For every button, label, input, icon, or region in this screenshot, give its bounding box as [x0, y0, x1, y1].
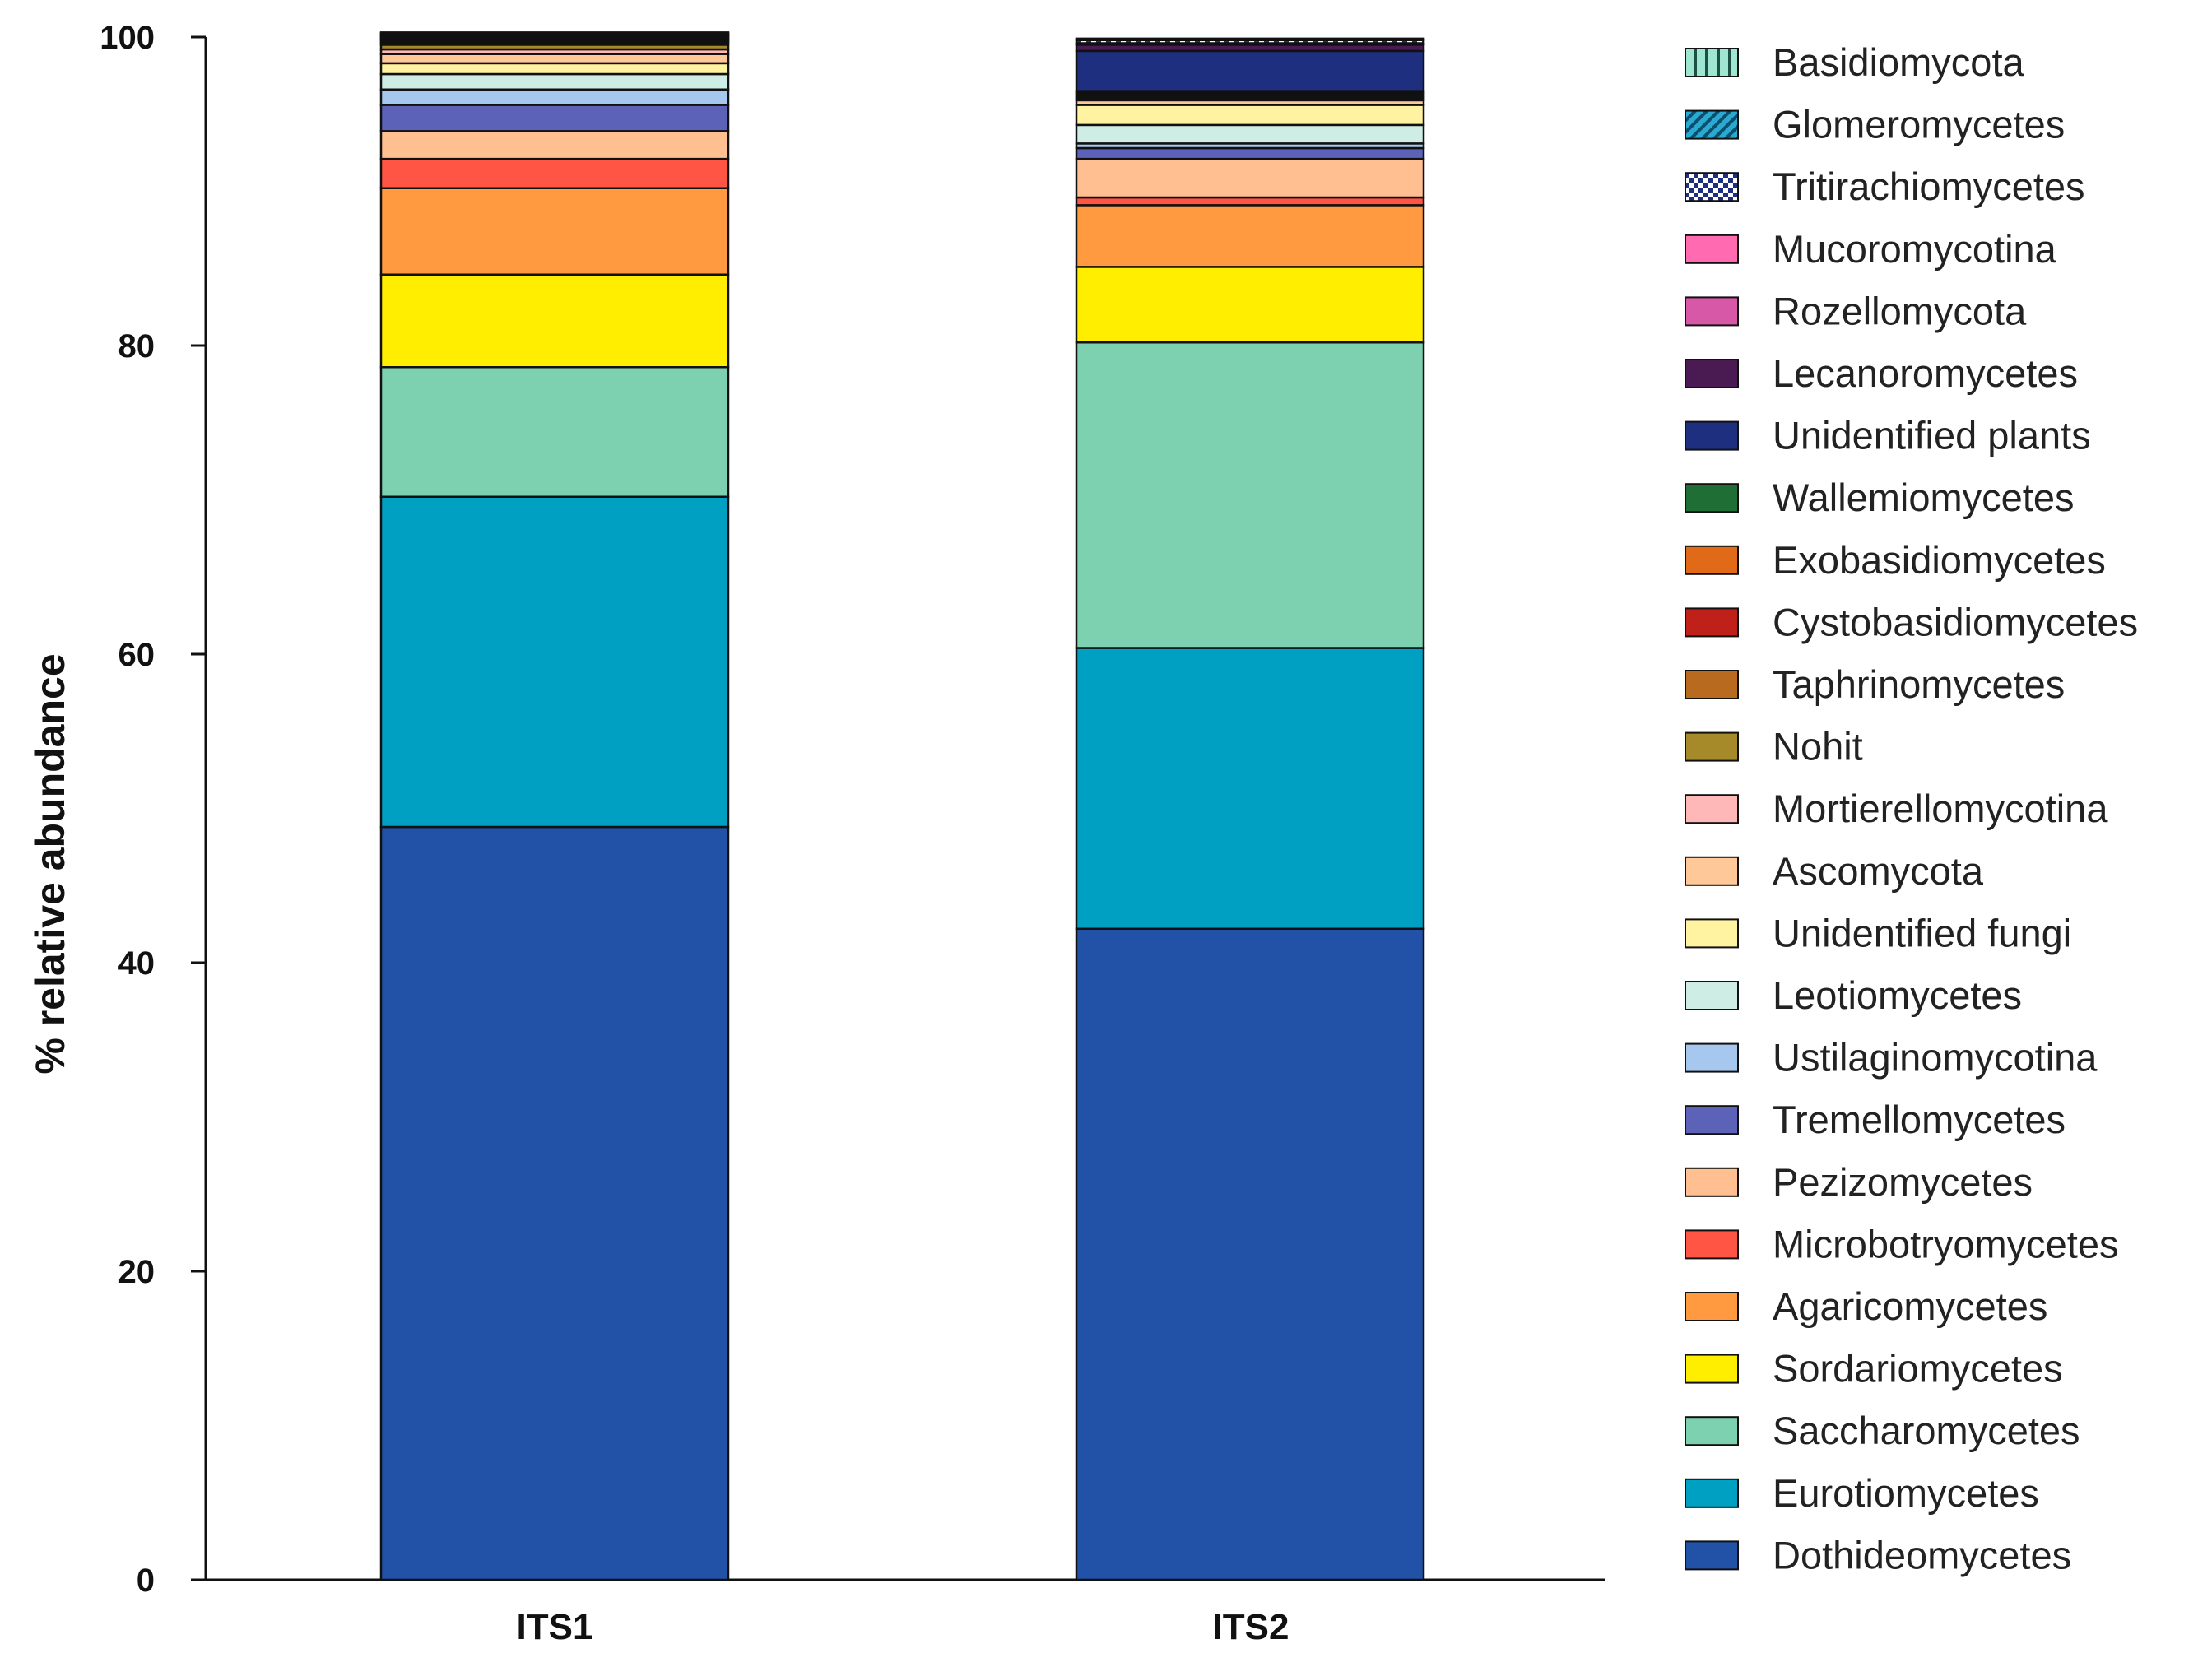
bar-segment-its1-pezizomycetes — [379, 130, 730, 160]
legend-label-exobasidiomycetes: Exobasidiomycetes — [1773, 538, 2106, 582]
legend-label-pezizomycetes: Pezizomycetes — [1773, 1160, 2033, 1204]
bar-segment-its1-agaricomycetes — [379, 187, 730, 276]
legend-label-leotiomycetes: Leotiomycetes — [1773, 973, 2022, 1017]
legend-label-agaricomycetes: Agaricomycetes — [1773, 1284, 2047, 1328]
bar-segment-its2-pezizomycetes — [1075, 157, 1425, 199]
legend-swatch-tritirachiomycetes — [1685, 172, 1739, 202]
bar-segment-its2-agaricomycetes — [1075, 204, 1425, 268]
y-tick-label: 20 — [118, 1254, 156, 1290]
legend-swatch-agaricomycetes — [1685, 1292, 1739, 1321]
legend-swatch-unidentified-plants — [1685, 420, 1739, 451]
bar-segment-its1-tremellomycetes — [379, 104, 730, 132]
bar-segment-its2-unidentified-fungi — [1075, 104, 1425, 127]
bar-segment-its2-saccharomycetes — [1075, 341, 1425, 649]
legend-label-sordariomycetes: Sordariomycetes — [1773, 1347, 2063, 1391]
legend-label-eurotiomycetes: Eurotiomycetes — [1773, 1471, 2039, 1515]
legend-swatch-dothideomycetes — [1685, 1540, 1739, 1571]
legend-label-mucoromycotina: Mucoromycotina — [1773, 227, 2057, 271]
y-tick-label: 40 — [118, 945, 156, 982]
legend-swatch-mortierellomycotina — [1685, 794, 1739, 824]
legend-label-tremellomycetes: Tremellomycetes — [1773, 1098, 2066, 1141]
category-label-its1: ITS1 — [517, 1607, 593, 1647]
legend-label-tritirachiomycetes: Tritirachiomycetes — [1773, 165, 2085, 208]
legend-swatch-cystobasidiomycetes — [1685, 607, 1739, 638]
bar-segment-its2-unidentified-plants — [1075, 49, 1425, 92]
legend-label-saccharomycetes: Saccharomycetes — [1773, 1409, 2080, 1452]
legend-swatch-sordariomycetes — [1685, 1354, 1739, 1384]
bar-segment-its1-dothideomycetes — [379, 825, 730, 1581]
legend-swatch-glomeromycetes — [1685, 109, 1739, 140]
bar-segment-its1-saccharomycetes — [379, 366, 730, 498]
bar-segment-its1-sordariomycetes — [379, 273, 730, 369]
y-tick-label: 0 — [137, 1563, 155, 1599]
legend-swatch-rozellomycota — [1685, 296, 1739, 327]
y-tick-label: 80 — [118, 328, 156, 365]
legend-label-unidentified-fungi: Unidentified fungi — [1773, 911, 2071, 954]
legend-label-basidiomycota: Basidiomycota — [1773, 40, 2024, 84]
legend-swatch-basidiomycota — [1685, 48, 1739, 77]
bar-segment-its2-leotiomycetes — [1075, 123, 1425, 145]
legend-swatch-lecanoromycetes — [1685, 359, 1739, 388]
legend-label-ascomycota: Ascomycota — [1773, 849, 1984, 893]
bar-segment-its2-eurotiomycetes — [1075, 647, 1425, 930]
legend-label-mortierellomycotina: Mortierellomycotina — [1773, 787, 2108, 830]
legend-label-microbotryomycetes: Microbotryomycetes — [1773, 1222, 2119, 1265]
bar-segment-its2-dothideomycetes — [1075, 927, 1425, 1581]
bar-segment-its1-ascomycota — [379, 53, 730, 65]
y-tick-label: 60 — [118, 637, 156, 673]
legend-label-lecanoromycetes: Lecanoromycetes — [1773, 351, 2078, 395]
legend-label-rozellomycota: Rozellomycota — [1773, 289, 2027, 332]
y-ticks: 0 20 40 60 80 100 — [100, 20, 206, 1599]
x-categories: ITS1 ITS2 — [517, 1607, 1290, 1647]
y-tick-label: 100 — [100, 20, 155, 56]
legend: Basidiomycota Glomeromycetes Tritirachiomy… — [1685, 40, 2138, 1576]
category-label-its2: ITS2 — [1213, 1607, 1290, 1647]
legend-label-nohit: Nohit — [1773, 725, 1863, 768]
legend-swatch-wallemiomycetes — [1685, 483, 1739, 513]
legend-label-ustilaginomycotina: Ustilaginomycotina — [1773, 1036, 2098, 1080]
legend-swatch-taphrinomycetes — [1685, 670, 1739, 699]
legend-swatch-ustilaginomycotina — [1685, 1042, 1739, 1073]
bar-segment-its1-leotiomycetes — [379, 72, 730, 91]
legend-swatch-nohit — [1685, 731, 1739, 762]
legend-swatch-ascomycota — [1685, 856, 1739, 886]
legend-swatch-mucoromycotina — [1685, 234, 1739, 264]
legend-swatch-tremellomycetes — [1685, 1105, 1739, 1135]
bars — [379, 31, 1425, 1581]
legend-swatch-saccharomycetes — [1685, 1416, 1739, 1446]
bar-segment-its2-sordariomycetes — [1075, 266, 1425, 344]
legend-swatch-microbotryomycetes — [1685, 1229, 1739, 1260]
bar-segment-its1-ustilaginomycotina — [379, 88, 730, 106]
y-axis-label: % relative abundance — [27, 653, 73, 1074]
bar-segment-its1-unidentified-fungi — [379, 62, 730, 76]
bar-segment-its1-basidiomycota — [379, 31, 730, 35]
legend-swatch-unidentified-fungi — [1685, 918, 1739, 949]
legend-swatch-exobasidiomycetes — [1685, 545, 1739, 575]
legend-label-cystobasidiomycetes: Cystobasidiomycetes — [1773, 600, 2138, 643]
legend-swatch-pezizomycetes — [1685, 1167, 1739, 1197]
bar-segment-its1-eurotiomycetes — [379, 495, 730, 829]
legend-swatch-leotiomycetes — [1685, 981, 1739, 1010]
legend-label-taphrinomycetes: Taphrinomycetes — [1773, 662, 2065, 706]
legend-label-wallemiomycetes: Wallemiomycetes — [1773, 476, 2075, 519]
bar-segment-its1-microbotryomycetes — [379, 157, 730, 189]
bar-segment-its2-tremellomycetes — [1075, 146, 1425, 160]
legend-label-unidentified-plants: Unidentified plants — [1773, 414, 2091, 457]
bar-segment-its2-microbotryomycetes — [1075, 196, 1425, 207]
legend-label-dothideomycetes: Dothideomycetes — [1773, 1533, 2071, 1576]
legend-label-glomeromycetes: Glomeromycetes — [1773, 103, 2065, 146]
legend-swatch-eurotiomycetes — [1685, 1478, 1739, 1508]
